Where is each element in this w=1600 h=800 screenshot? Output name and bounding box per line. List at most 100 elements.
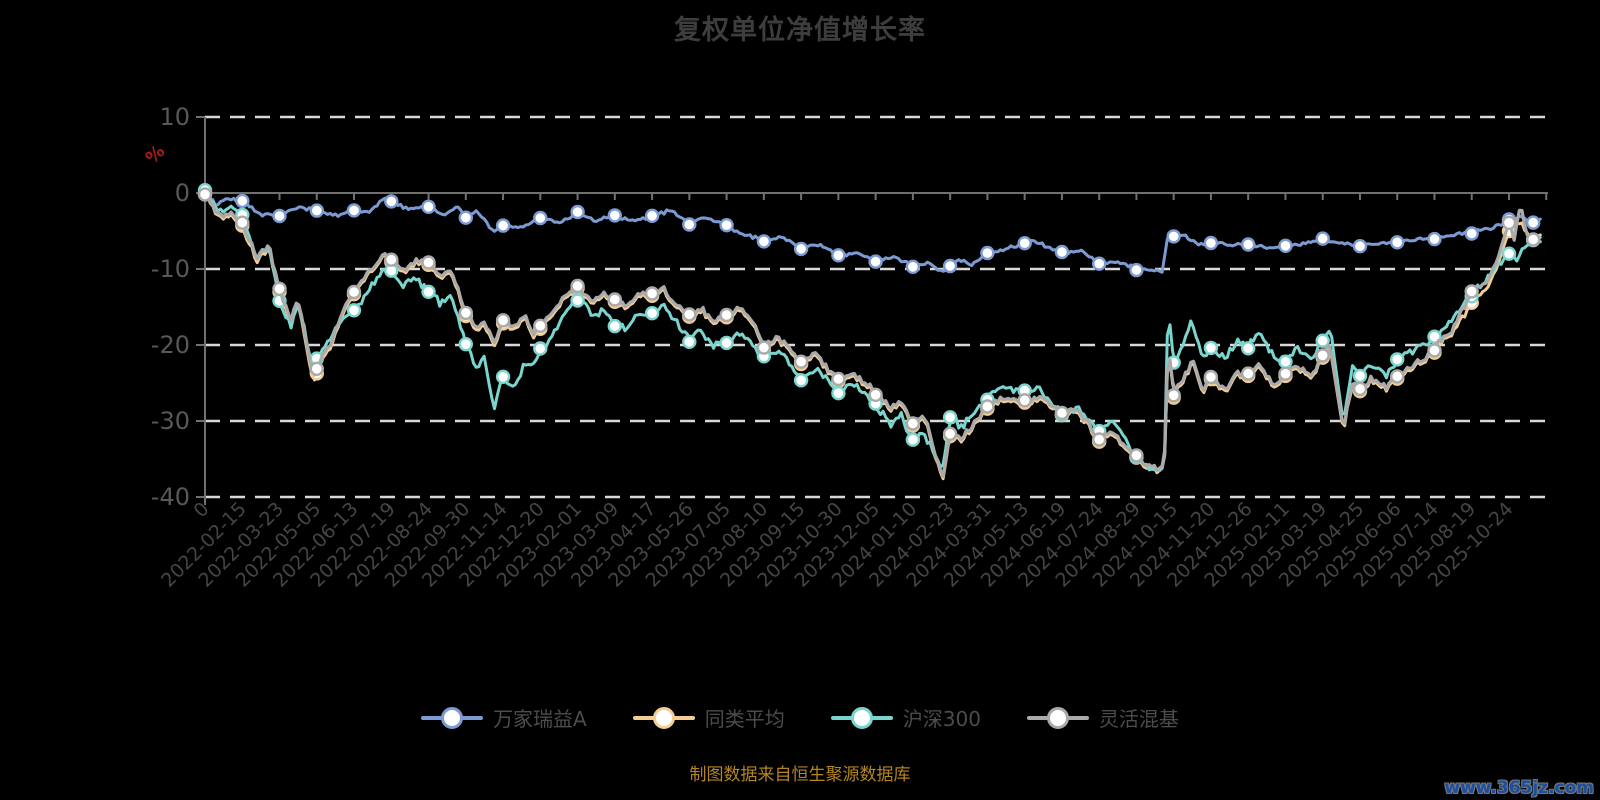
series-marker (756, 234, 772, 249)
series-marker (495, 369, 511, 384)
series-marker (682, 217, 697, 232)
series-marker (235, 193, 250, 209)
series-marker (1525, 215, 1541, 230)
series-marker (495, 313, 511, 328)
series-marker (495, 218, 511, 233)
series-marker (905, 416, 921, 431)
series-marker (346, 203, 362, 218)
series-marker (1389, 352, 1405, 367)
series-marker (1017, 393, 1032, 408)
series-marker (719, 335, 734, 351)
series-marker (868, 254, 883, 269)
series-marker (1166, 388, 1181, 403)
series-marker (905, 432, 921, 447)
series-marker (1278, 238, 1293, 254)
series-marker (1427, 231, 1442, 247)
legend-item-0[interactable]: 万家瑞益A (421, 703, 587, 732)
series-marker (644, 306, 660, 321)
series-marker (644, 208, 660, 224)
series-marker (458, 305, 473, 321)
series-marker (1203, 235, 1219, 251)
series-marker (756, 340, 772, 355)
y-axis-label: 0 (175, 179, 190, 207)
series-marker (1166, 229, 1181, 244)
x-axis-label: 0 (189, 498, 213, 522)
series-marker (1525, 232, 1541, 247)
series-marker (272, 281, 287, 296)
series-marker (421, 284, 436, 299)
series-marker (607, 318, 622, 334)
chart-title: 复权单位净值增长率 (674, 15, 926, 46)
series-marker (793, 354, 809, 369)
series-marker (831, 386, 846, 401)
series-marker (682, 307, 697, 322)
legend-marker-icon (632, 706, 695, 729)
series-marker (1315, 333, 1330, 348)
series-marker (384, 194, 399, 209)
series-marker (793, 241, 809, 257)
chart-legend: 万家瑞益A 同类平均 沪深300 灵活混基 (0, 703, 1600, 732)
y-axis-label: -10 (151, 255, 190, 283)
series-marker (1203, 369, 1219, 385)
legend-marker-icon (421, 706, 484, 729)
series-marker (980, 245, 995, 261)
series-marker (1501, 215, 1517, 231)
series-marker (1129, 448, 1144, 463)
series-marker (346, 284, 362, 300)
series-marker (868, 387, 883, 402)
series-marker (309, 361, 324, 376)
series-marker (421, 199, 436, 215)
series-marker (1278, 366, 1293, 381)
series-marker (719, 217, 734, 233)
series-marker (905, 259, 921, 274)
site-watermark: www.365jz.com (1444, 778, 1594, 798)
legend-marker-icon (830, 706, 893, 729)
series-marker (197, 187, 213, 202)
series-marker (1240, 366, 1256, 381)
legend-marker-icon (1026, 706, 1089, 729)
series-marker (570, 293, 585, 308)
series-marker (1091, 432, 1107, 447)
series-marker (682, 334, 697, 349)
series-marker (831, 248, 846, 263)
legend-label: 同类平均 (704, 707, 785, 731)
legend-item-1[interactable]: 同类平均 (632, 703, 785, 732)
legend-label: 沪深300 (902, 707, 981, 731)
series-marker (1352, 368, 1368, 384)
series-marker (1389, 369, 1405, 384)
legend-item-2[interactable]: 沪深300 (830, 703, 981, 732)
series-marker (942, 410, 958, 425)
series-marker (942, 258, 958, 274)
legend-item-3[interactable]: 灵活混基 (1026, 703, 1179, 732)
series-marker (644, 286, 660, 301)
series-marker (1240, 237, 1256, 252)
series-marker (346, 303, 362, 318)
series-line-2 (203, 188, 1542, 473)
series-marker (384, 252, 399, 267)
series-line-1 (203, 192, 1542, 481)
series-marker (1054, 405, 1070, 421)
series-marker (570, 204, 585, 220)
series-marker (1054, 244, 1070, 260)
series-line-3 (203, 192, 1542, 478)
series-marker (570, 278, 585, 294)
series-marker (1203, 340, 1219, 356)
y-axis-label: -40 (151, 483, 190, 511)
legend-label: 灵活混基 (1098, 707, 1179, 731)
series-marker (533, 210, 548, 226)
series-marker (533, 341, 548, 356)
series-marker (607, 292, 622, 307)
series-marker (309, 203, 324, 218)
series-marker (421, 255, 436, 270)
legend-label: 万家瑞益A (493, 707, 587, 731)
series-marker (1315, 231, 1330, 246)
series-marker (980, 399, 995, 414)
series-marker (1278, 354, 1293, 369)
y-axis-label: 10 (159, 103, 190, 131)
series-marker (1240, 341, 1256, 356)
y-axis-label: -20 (151, 331, 190, 359)
series-marker (458, 210, 473, 225)
series-marker (942, 426, 958, 441)
